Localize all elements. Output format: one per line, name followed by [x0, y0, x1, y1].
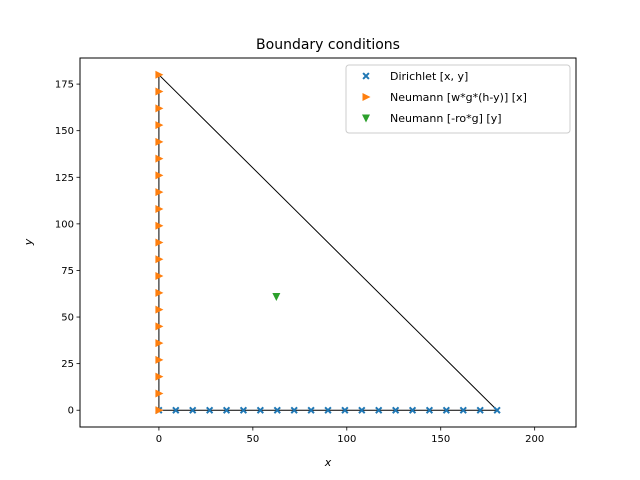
- data-point: [375, 406, 383, 414]
- data-point: [358, 406, 366, 414]
- y-axis-ticks: 0 25 50 75 100 125 150 175: [55, 80, 80, 417]
- x-tick-label: 50: [246, 434, 259, 445]
- data-point: [155, 339, 164, 348]
- data-point: [155, 288, 164, 297]
- data-point: [155, 221, 164, 230]
- data-point: [324, 406, 332, 414]
- series-1: [155, 70, 164, 415]
- y-tick-label: 175: [55, 80, 74, 91]
- data-point: [206, 406, 214, 414]
- data-point: [155, 255, 164, 264]
- data-point: [155, 70, 164, 79]
- data-point: [442, 406, 450, 414]
- data-point: [392, 406, 400, 414]
- series-2: [272, 293, 281, 302]
- axes-frame: [79, 57, 577, 428]
- legend-item: Dirichlet [x, y]: [362, 70, 468, 83]
- data-point: [155, 406, 164, 415]
- data-point: [155, 104, 164, 113]
- data-point: [256, 406, 264, 414]
- chart-title: Boundary conditions: [256, 37, 400, 53]
- x-axis-ticks: 0 50 100 150 200: [156, 427, 544, 445]
- y-tick-label: 125: [55, 173, 74, 184]
- data-point: [273, 406, 281, 414]
- data-point: [155, 171, 164, 180]
- y-tick-label: 0: [68, 406, 74, 417]
- data-point: [155, 322, 164, 331]
- x-tick-label: 100: [337, 434, 356, 445]
- data-point: [290, 406, 298, 414]
- data-point: [155, 272, 164, 281]
- legend-marker: [362, 93, 371, 101]
- data-point: [155, 137, 164, 146]
- legend-label: Dirichlet [x, y]: [390, 70, 468, 83]
- data-point: [155, 355, 164, 364]
- data-point: [425, 406, 434, 414]
- data-point: [307, 406, 315, 414]
- x-tick-label: 150: [431, 434, 450, 445]
- y-tick-label: 150: [55, 126, 74, 137]
- x-tick-label: 0: [156, 434, 162, 445]
- x-tick-label: 200: [525, 434, 544, 445]
- data-point: [155, 389, 164, 398]
- data-point: [155, 204, 164, 213]
- data-point: [155, 305, 164, 314]
- y-tick-label: 75: [61, 266, 74, 277]
- data-point: [222, 406, 231, 414]
- y-tick-label: 50: [61, 313, 74, 324]
- legend-marker: [362, 114, 370, 123]
- data-point: [459, 406, 467, 414]
- data-point: [341, 406, 349, 414]
- data-point: [155, 154, 164, 163]
- data-point: [189, 406, 197, 414]
- series-0: [155, 406, 501, 414]
- legend: Dirichlet [x, y] Neumann [w*g*(h-y)] [x] N…: [345, 64, 571, 134]
- y-tick-label: 25: [61, 359, 74, 370]
- y-tick-label: 100: [55, 219, 74, 230]
- legend-label: Neumann [-ro*g] [y]: [390, 112, 502, 125]
- data-point: [155, 238, 164, 247]
- data-point: [155, 372, 164, 381]
- legend-box: [345, 64, 571, 134]
- x-axis-label: x: [324, 456, 332, 469]
- legend-marker: [362, 72, 370, 80]
- data-point: [172, 406, 180, 414]
- data-point: [408, 406, 417, 414]
- legend-item: Neumann [w*g*(h-y)] [x]: [362, 91, 527, 104]
- data-point: [239, 406, 248, 414]
- data-point: [155, 188, 164, 197]
- plot-area: [155, 70, 501, 415]
- legend-item: Neumann [-ro*g] [y]: [362, 112, 502, 125]
- data-point: [476, 406, 484, 414]
- data-point: [155, 87, 164, 96]
- data-point: [155, 121, 164, 130]
- data-point: [493, 406, 501, 414]
- y-axis-label: y: [22, 238, 35, 246]
- legend-label: Neumann [w*g*(h-y)] [x]: [390, 91, 527, 104]
- data-point: [272, 293, 281, 302]
